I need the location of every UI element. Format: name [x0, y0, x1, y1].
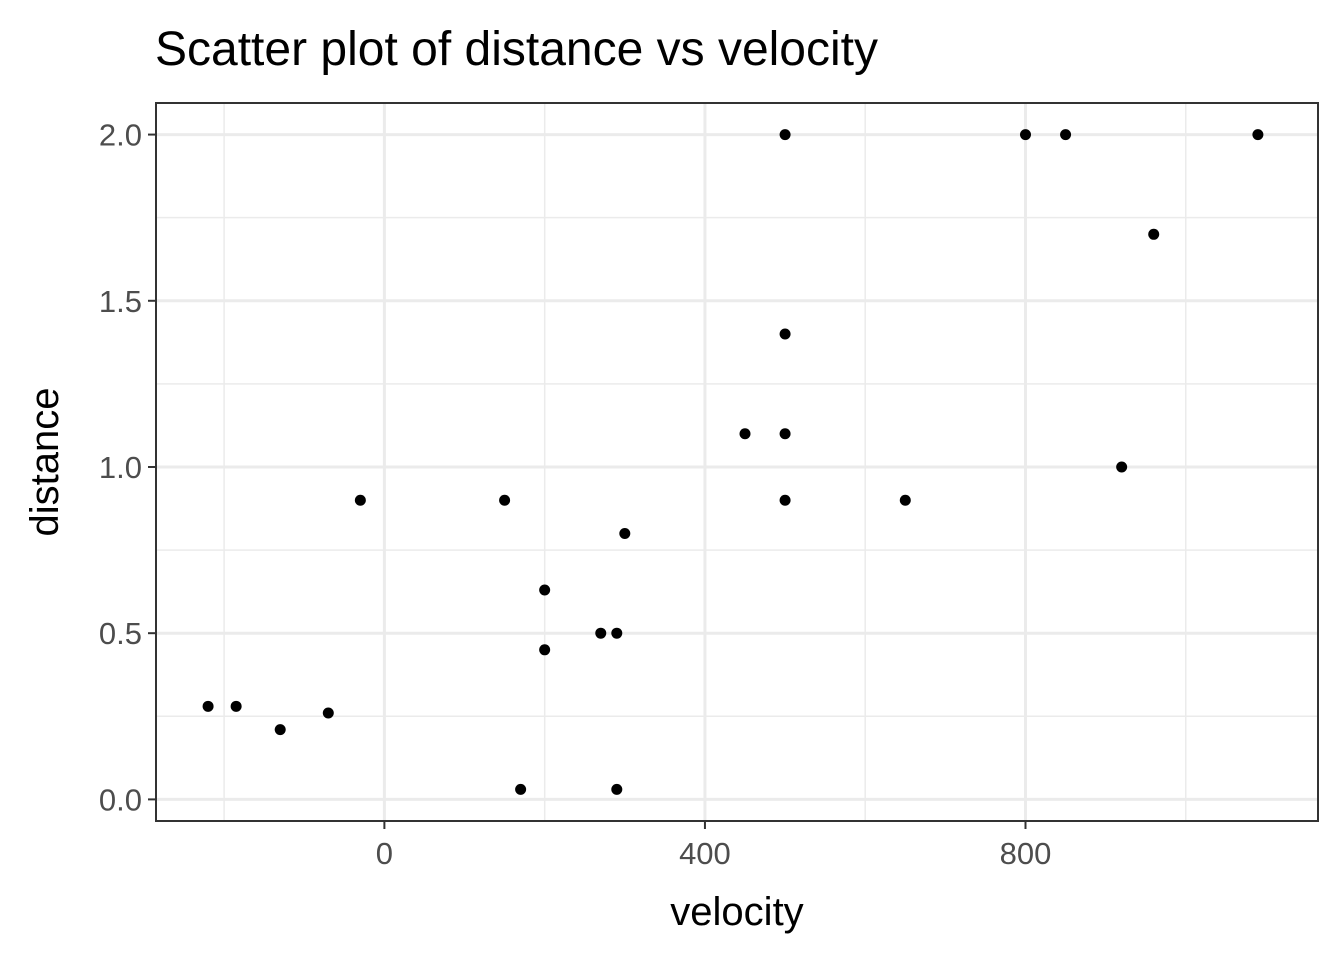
data-point-8: [539, 644, 551, 656]
x-tick-label-1: 400: [679, 836, 731, 871]
data-points: [202, 129, 1264, 795]
x-axis-title: velocity: [670, 890, 803, 934]
data-point-12: [619, 527, 631, 539]
data-point-13: [739, 428, 751, 440]
data-point-10: [611, 627, 623, 639]
data-point-4: [354, 494, 366, 506]
y-axis-title: distance: [23, 388, 67, 537]
data-point-21: [1116, 461, 1128, 473]
panel-border: [155, 102, 1319, 822]
data-point-9: [595, 627, 607, 639]
x-tick-label-0: 0: [376, 836, 393, 871]
data-point-7: [539, 584, 551, 596]
data-point-14: [779, 129, 791, 141]
y-tick-label-1: 0.5: [99, 616, 142, 651]
data-point-6: [515, 783, 527, 795]
data-point-1: [230, 700, 242, 712]
y-tick-label-0: 0.0: [99, 782, 142, 817]
y-axis-ticks: 0.0 0.5 1.0 1.5 2.0: [99, 118, 156, 817]
x-tick-label-2: 800: [1000, 836, 1052, 871]
grid-minor: [156, 103, 1318, 821]
plot-panel: [156, 103, 1318, 821]
data-point-16: [779, 428, 791, 440]
data-point-3: [322, 707, 334, 719]
grid-major: [156, 103, 1318, 821]
data-point-19: [1019, 129, 1031, 141]
data-point-15: [779, 328, 791, 340]
data-point-5: [499, 494, 511, 506]
y-tick-label-4: 2.0: [99, 118, 142, 153]
chart-title: Scatter plot of distance vs velocity: [155, 23, 878, 76]
data-point-20: [1060, 129, 1072, 141]
data-point-22: [1148, 228, 1160, 240]
y-tick-label-2: 1.0: [99, 450, 142, 485]
data-point-23: [1252, 129, 1264, 141]
data-point-2: [274, 724, 286, 736]
data-point-17: [779, 494, 791, 506]
data-point-18: [899, 494, 911, 506]
data-point-0: [202, 700, 214, 712]
y-tick-label-3: 1.5: [99, 284, 142, 319]
data-point-11: [611, 783, 623, 795]
x-axis-ticks: 0 400 800: [376, 821, 1052, 871]
